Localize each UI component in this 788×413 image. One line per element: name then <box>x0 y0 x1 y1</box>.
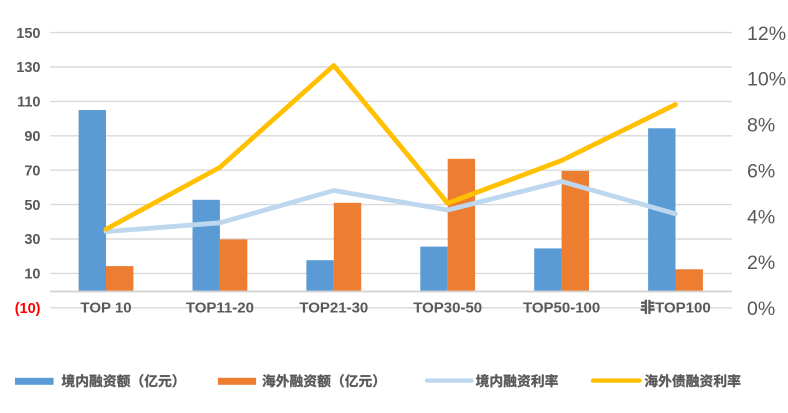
svg-text:4%: 4% <box>747 206 775 228</box>
svg-text:150: 150 <box>16 26 40 42</box>
svg-text:70: 70 <box>24 163 40 179</box>
svg-text:10%: 10% <box>747 69 786 91</box>
svg-text:TOP100: TOP100 <box>655 300 711 317</box>
svg-text:12%: 12% <box>747 23 786 45</box>
svg-text:8%: 8% <box>747 115 775 137</box>
svg-text:10: 10 <box>24 267 40 283</box>
svg-text:TOP21-30: TOP21-30 <box>299 300 368 317</box>
svg-text:130: 130 <box>16 60 40 76</box>
svg-text:2%: 2% <box>747 252 775 274</box>
svg-text:6%: 6% <box>747 160 775 182</box>
svg-text:30: 30 <box>24 232 40 248</box>
svg-text:(10): (10) <box>15 301 41 317</box>
svg-text:TOP50-100: TOP50-100 <box>523 300 600 317</box>
svg-text:TOP 10: TOP 10 <box>80 300 131 317</box>
svg-text:TOP30-50: TOP30-50 <box>413 300 482 317</box>
svg-text:0%: 0% <box>747 298 775 320</box>
svg-text:50: 50 <box>24 198 40 214</box>
svg-text:TOP11-20: TOP11-20 <box>186 300 254 317</box>
svg-text:110: 110 <box>17 95 40 111</box>
svg-text:90: 90 <box>24 129 40 145</box>
